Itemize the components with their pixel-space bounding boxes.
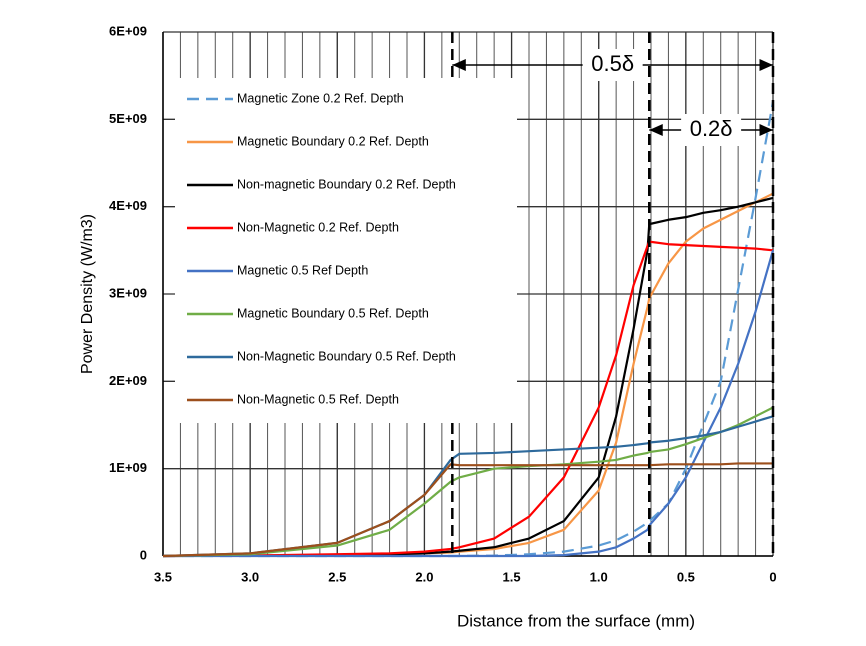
y-axis-title: Power Density (W/m3) (79, 214, 96, 374)
x-tick-label: 2.5 (328, 569, 346, 584)
legend-label: Magnetic 0.5 Ref Depth (237, 263, 368, 277)
series-line (162, 415, 774, 558)
legend-label: Non-Magnetic 0.2 Ref. Depth (237, 220, 399, 234)
series-line (162, 462, 773, 558)
y-tick-label: 4E+09 (109, 198, 147, 213)
y-tick-label: 3E+09 (109, 285, 147, 300)
y-tick-label: 6E+09 (109, 23, 147, 38)
x-tick-label: 1.0 (590, 569, 608, 584)
y-tick-label: 2E+09 (109, 373, 147, 388)
x-tick-label: 2.0 (415, 569, 433, 584)
y-tick-label: 5E+09 (109, 111, 147, 126)
x-tick-label: 0.5 (677, 569, 695, 584)
series-line (162, 240, 774, 558)
x-tick-label: 3.0 (241, 569, 259, 584)
series-line (162, 406, 774, 558)
annotation-label: 0.2δ (690, 116, 733, 141)
legend-label: Magnetic Zone 0.2 Ref. Depth (237, 91, 404, 105)
legend-box (175, 78, 517, 423)
annotation-bg (681, 114, 742, 146)
series-line (163, 101, 775, 558)
y-tick-label: 1E+09 (109, 460, 147, 475)
x-tick-label: 0 (769, 569, 776, 584)
legend-label: Magnetic Boundary 0.2 Ref. Depth (237, 134, 429, 148)
series-line (163, 250, 775, 558)
legend-label: Non-magnetic Boundary 0.2 Ref. Depth (237, 177, 456, 191)
x-axis-title: Distance from the surface (mm) (457, 611, 695, 630)
x-tick-label: 1.5 (503, 569, 521, 584)
y-tick-label: 0 (140, 547, 147, 562)
legend-label: Non-Magnetic 0.5 Ref. Depth (237, 392, 399, 406)
legend-label: Magnetic Boundary 0.5 Ref. Depth (237, 306, 429, 320)
annotation-label: 0.5δ (591, 51, 634, 76)
annotation-bg (582, 49, 643, 81)
legend-label: Non-Magnetic Boundary 0.5 Ref. Depth (237, 349, 456, 363)
x-tick-label: 3.5 (154, 569, 172, 584)
